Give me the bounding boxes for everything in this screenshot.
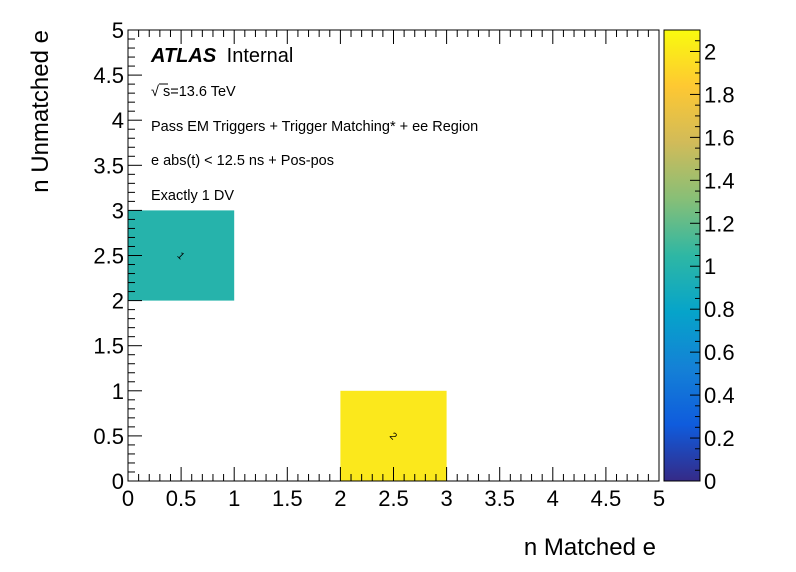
y-tick-label: 2 [112,289,124,314]
x-tick-label: 2.5 [378,486,409,511]
y-tick-label: 4.5 [93,63,124,88]
colorbar-tick-label: 0.4 [704,383,735,408]
x-axis-ticks: 0 0.5 1 1.5 2 2.5 3 3.5 4 4.5 5 [122,30,665,511]
colorbar-tick-label: 0 [704,469,716,494]
x-tick-label: 0.5 [166,486,197,511]
x-tick-label: 3 [440,486,452,511]
y-tick-label: 1.5 [93,334,124,359]
colorbar-tick-label: 1 [704,254,716,279]
colorbar-ticks: 0 0.2 0.4 0.6 0.8 1 1.2 1.4 1.6 1.8 2 [690,39,735,494]
y-axis-ticks: 0 0.5 1 1.5 2 2.5 3 3.5 4 4.5 5 [93,18,142,494]
x-tick-label: 5 [653,486,665,511]
colorbar-tick-label: 1.4 [704,168,735,193]
colorbar-tick-label: 1.2 [704,211,735,236]
colorbar-tick-label: 1.6 [704,125,735,150]
colorbar-tick-label: 2 [704,39,716,64]
heatmap-cells: 12 [128,210,447,481]
heatmap-cell [128,210,235,301]
selection-line-3: Exactly 1 DV [151,188,234,204]
sqrt-symbol: √ [151,84,159,100]
x-tick-label: 1 [228,486,240,511]
y-tick-label: 3 [112,198,124,223]
y-tick-label: 4 [112,108,124,133]
annotations: ATLAS Internal √ s=13.6 TeV Pass EM Trig… [150,45,478,204]
y-tick-label: 5 [112,18,124,43]
x-tick-label: 1.5 [272,486,303,511]
energy-label: √ s=13.6 TeV [151,84,236,100]
heatmap-cell [340,390,447,481]
y-tick-label: 0.5 [93,424,124,449]
x-tick-label: 2 [334,486,346,511]
colorbar-tick-label: 0.8 [704,297,735,322]
x-tick-label: 4 [547,486,559,511]
x-tick-label: 4.5 [591,486,622,511]
y-tick-label: 0 [112,469,124,494]
selection-line-1: Pass EM Triggers + Trigger Matching* + e… [151,119,478,135]
selection-line-2: e abs(t) < 12.5 ns + Pos-pos [151,153,334,169]
x-tick-label: 3.5 [484,486,515,511]
y-tick-label: 2.5 [93,244,124,269]
y-axis-title: n Unmatched e [27,30,54,193]
colorbar [664,30,700,481]
x-axis-title: n Matched e [524,534,656,561]
x-tick-label: 0 [122,486,134,511]
y-tick-label: 1 [112,379,124,404]
atlas-logo-text: ATLAS [150,45,217,67]
atlas-label: ATLAS Internal [150,45,293,67]
energy-text: s=13.6 TeV [163,84,236,100]
colorbar-tick-label: 0.6 [704,340,735,365]
atlas-internal-text: Internal [227,45,294,67]
colorbar-tick-label: 0.2 [704,426,735,451]
y-tick-label: 3.5 [93,153,124,178]
colorbar-tick-label: 1.8 [704,82,735,107]
